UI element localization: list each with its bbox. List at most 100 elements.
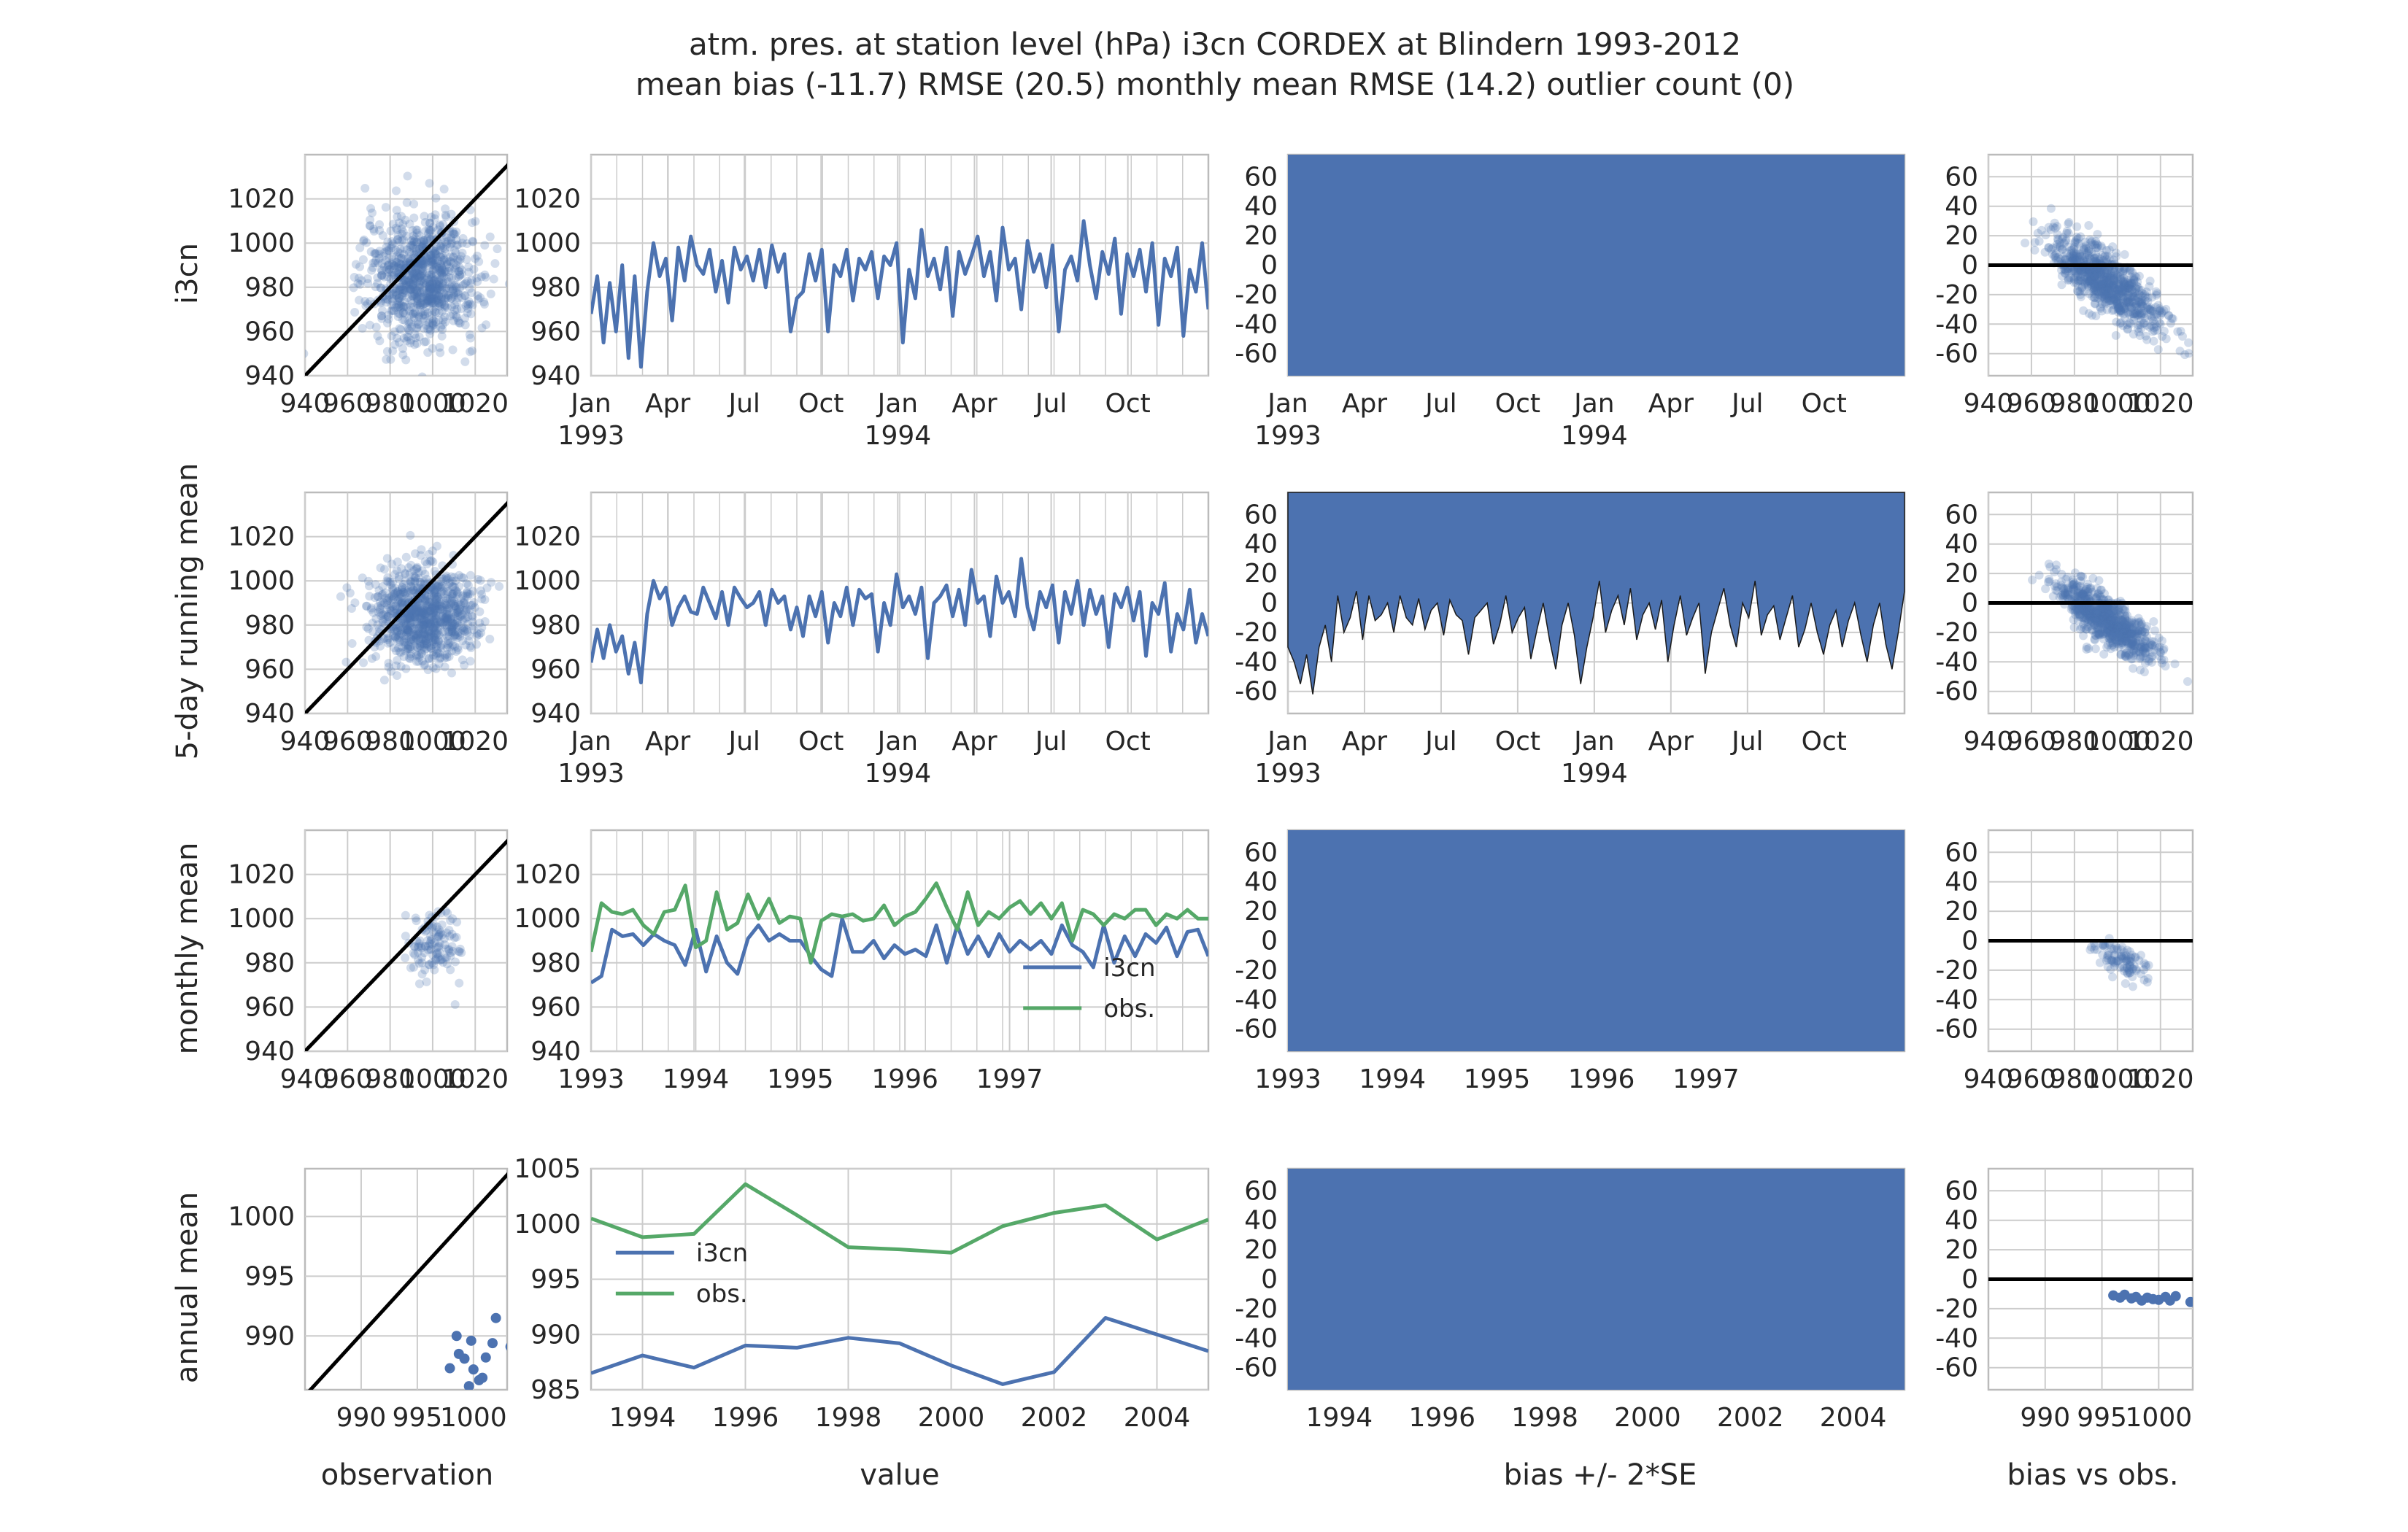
running-bias-vs-obs-point: [2121, 649, 2131, 658]
daily-bias-vs-obs-point: [2064, 276, 2073, 285]
daily-bias-xtick-label: 1994: [1561, 421, 1628, 451]
running-bias-vs-obs-point: [2130, 641, 2139, 650]
daily-bias-vs-obs-point: [2057, 280, 2067, 290]
daily-bias-vs-obs-point: [2030, 245, 2040, 255]
running-bias-vs-obs-point: [2129, 646, 2139, 656]
annual-timeseries-ytick-label: 1000: [514, 1210, 581, 1239]
daily-bias-vs-obs-point: [2108, 280, 2118, 290]
daily-obs-vs-model-point: [401, 215, 410, 225]
running-obs-vs-model-point: [443, 640, 452, 649]
daily-obs-vs-model-point: [417, 271, 426, 280]
monthly-bias-vs-obs-point: [2109, 957, 2118, 967]
running-obs-vs-model-point: [451, 603, 460, 613]
daily-bias-vs-obs-point: [2141, 331, 2150, 341]
daily-obs-vs-model-point: [447, 209, 456, 219]
running-obs-vs-model-point: [409, 630, 419, 640]
running-obs-vs-model-point: [431, 631, 440, 641]
col-label-bias-vs-obs: bias vs obs.: [2007, 1458, 2178, 1492]
running-bias-vs-obs-point: [2112, 622, 2121, 631]
running-bias-vs-obs-point: [2086, 617, 2096, 627]
daily-obs-vs-model-point: [428, 319, 437, 328]
daily-obs-vs-model-point: [412, 225, 421, 235]
daily-obs-vs-model-point: [454, 272, 463, 282]
running-bias-vs-obs-point: [2096, 615, 2105, 624]
monthly-obs-vs-model-point: [435, 948, 444, 957]
daily-bias-vs-obs-point: [2097, 306, 2107, 316]
running-obs-vs-model-point: [427, 641, 436, 651]
running-bias-vs-obs-point: [2087, 612, 2096, 622]
daily-bias-vs-obs-point: [2058, 234, 2067, 244]
daily-bias-vs-obs-point: [2135, 309, 2145, 318]
daily-obs-vs-model-point: [453, 240, 463, 249]
daily-obs-vs-model-point: [401, 355, 411, 365]
daily-obs-vs-model-point: [387, 268, 397, 277]
running-obs-vs-model-point: [415, 622, 425, 632]
daily-obs-vs-model-point: [452, 227, 461, 236]
running-bias-vs-obs-point: [2074, 606, 2083, 615]
running-bias-vs-obs-point: [2105, 620, 2115, 630]
daily-bias-vs-obs-point: [2112, 279, 2122, 289]
daily-obs-vs-model-point: [417, 276, 427, 286]
daily-bias-vs-obs-point: [2129, 275, 2139, 285]
running-bias-vs-obs-point: [2078, 605, 2088, 614]
running-bias-vs-obs-point: [2091, 630, 2100, 640]
running-bias-vs-obs-point: [2099, 611, 2109, 621]
running-bias-vs-obs-point: [2103, 619, 2112, 629]
monthly-obs-vs-model-point: [434, 941, 444, 951]
running-bias-vs-obs-point: [2105, 626, 2115, 635]
daily-bias-vs-obs-point: [2079, 306, 2088, 315]
running-obs-vs-model-point: [377, 600, 386, 610]
daily-obs-vs-model-point: [455, 284, 464, 293]
monthly-obs-vs-model-point: [449, 933, 459, 943]
daily-obs-vs-model-point: [439, 300, 449, 309]
daily-obs-vs-model-point: [420, 212, 429, 221]
running-bias-vs-obs-point: [2132, 627, 2142, 637]
running-obs-vs-model-point: [429, 619, 439, 629]
daily-obs-vs-model-point: [391, 186, 401, 196]
daily-bias-vs-obs-point: [2080, 287, 2089, 296]
daily-obs-vs-model-point: [388, 346, 398, 355]
daily-bias-vs-obs-point: [2108, 283, 2118, 293]
running-bias-vs-obs-point: [2080, 587, 2090, 596]
running-bias-vs-obs-point: [2095, 606, 2104, 615]
daily-bias-vs-obs-point: [2108, 301, 2118, 310]
running-obs-vs-model-point: [414, 619, 424, 628]
daily-bias-vs-obs-point: [2085, 254, 2094, 263]
monthly-bias-vs-obs-point: [2091, 942, 2100, 951]
annual-obs-vs-model-point: [451, 1331, 462, 1342]
daily-bias-vs-obs-point: [2090, 253, 2099, 263]
daily-obs-vs-model-point: [416, 271, 425, 281]
daily-bias-vs-obs-point: [2053, 234, 2062, 244]
daily-obs-vs-model-point: [401, 288, 410, 298]
daily-obs-vs-model-point: [428, 266, 438, 275]
daily-obs-vs-model-point: [471, 217, 480, 226]
annual-bias-xtick-label: 2004: [1820, 1403, 1887, 1433]
daily-bias-vs-obs-point: [2147, 293, 2157, 302]
daily-obs-vs-model-point: [405, 248, 414, 258]
daily-obs-vs-model-point: [428, 254, 437, 263]
daily-bias-vs-obs-point: [2091, 241, 2100, 250]
running-obs-vs-model-point: [463, 612, 473, 622]
running-bias-vs-obs-points: [1988, 560, 2193, 686]
daily-bias-vs-obs-point: [2096, 276, 2106, 285]
running-bias-vs-obs-point: [2121, 626, 2131, 635]
daily-obs-vs-model-point: [444, 277, 453, 287]
running-bias-vs-obs-point: [2112, 630, 2121, 639]
daily-obs-vs-model-point: [387, 301, 396, 310]
running-obs-vs-model-point: [406, 577, 415, 587]
running-bias-vs-obs-point: [2103, 614, 2112, 624]
monthly-bias-vs-obs-point: [2124, 955, 2134, 964]
daily-obs-vs-model-point: [382, 318, 392, 328]
daily-bias-vs-obs-point: [2176, 326, 2185, 336]
running-bias-vs-obs-point: [2060, 588, 2069, 597]
daily-bias-vs-obs-point: [2164, 311, 2173, 320]
running-bias-vs-obs-point: [2104, 622, 2114, 631]
running-obs-vs-model-point: [412, 627, 422, 636]
monthly-timeseries-xtick-label: 1997: [976, 1064, 1043, 1094]
monthly-bias-vs-obs-point: [2120, 964, 2129, 973]
running-bias-vs-obs-point: [2069, 580, 2078, 589]
running-bias-xtick-label: 1993: [1254, 759, 1321, 789]
running-obs-vs-model-point: [422, 560, 432, 569]
daily-bias-vs-obs-point: [2109, 295, 2118, 304]
running-obs-vs-model-point: [390, 570, 400, 579]
